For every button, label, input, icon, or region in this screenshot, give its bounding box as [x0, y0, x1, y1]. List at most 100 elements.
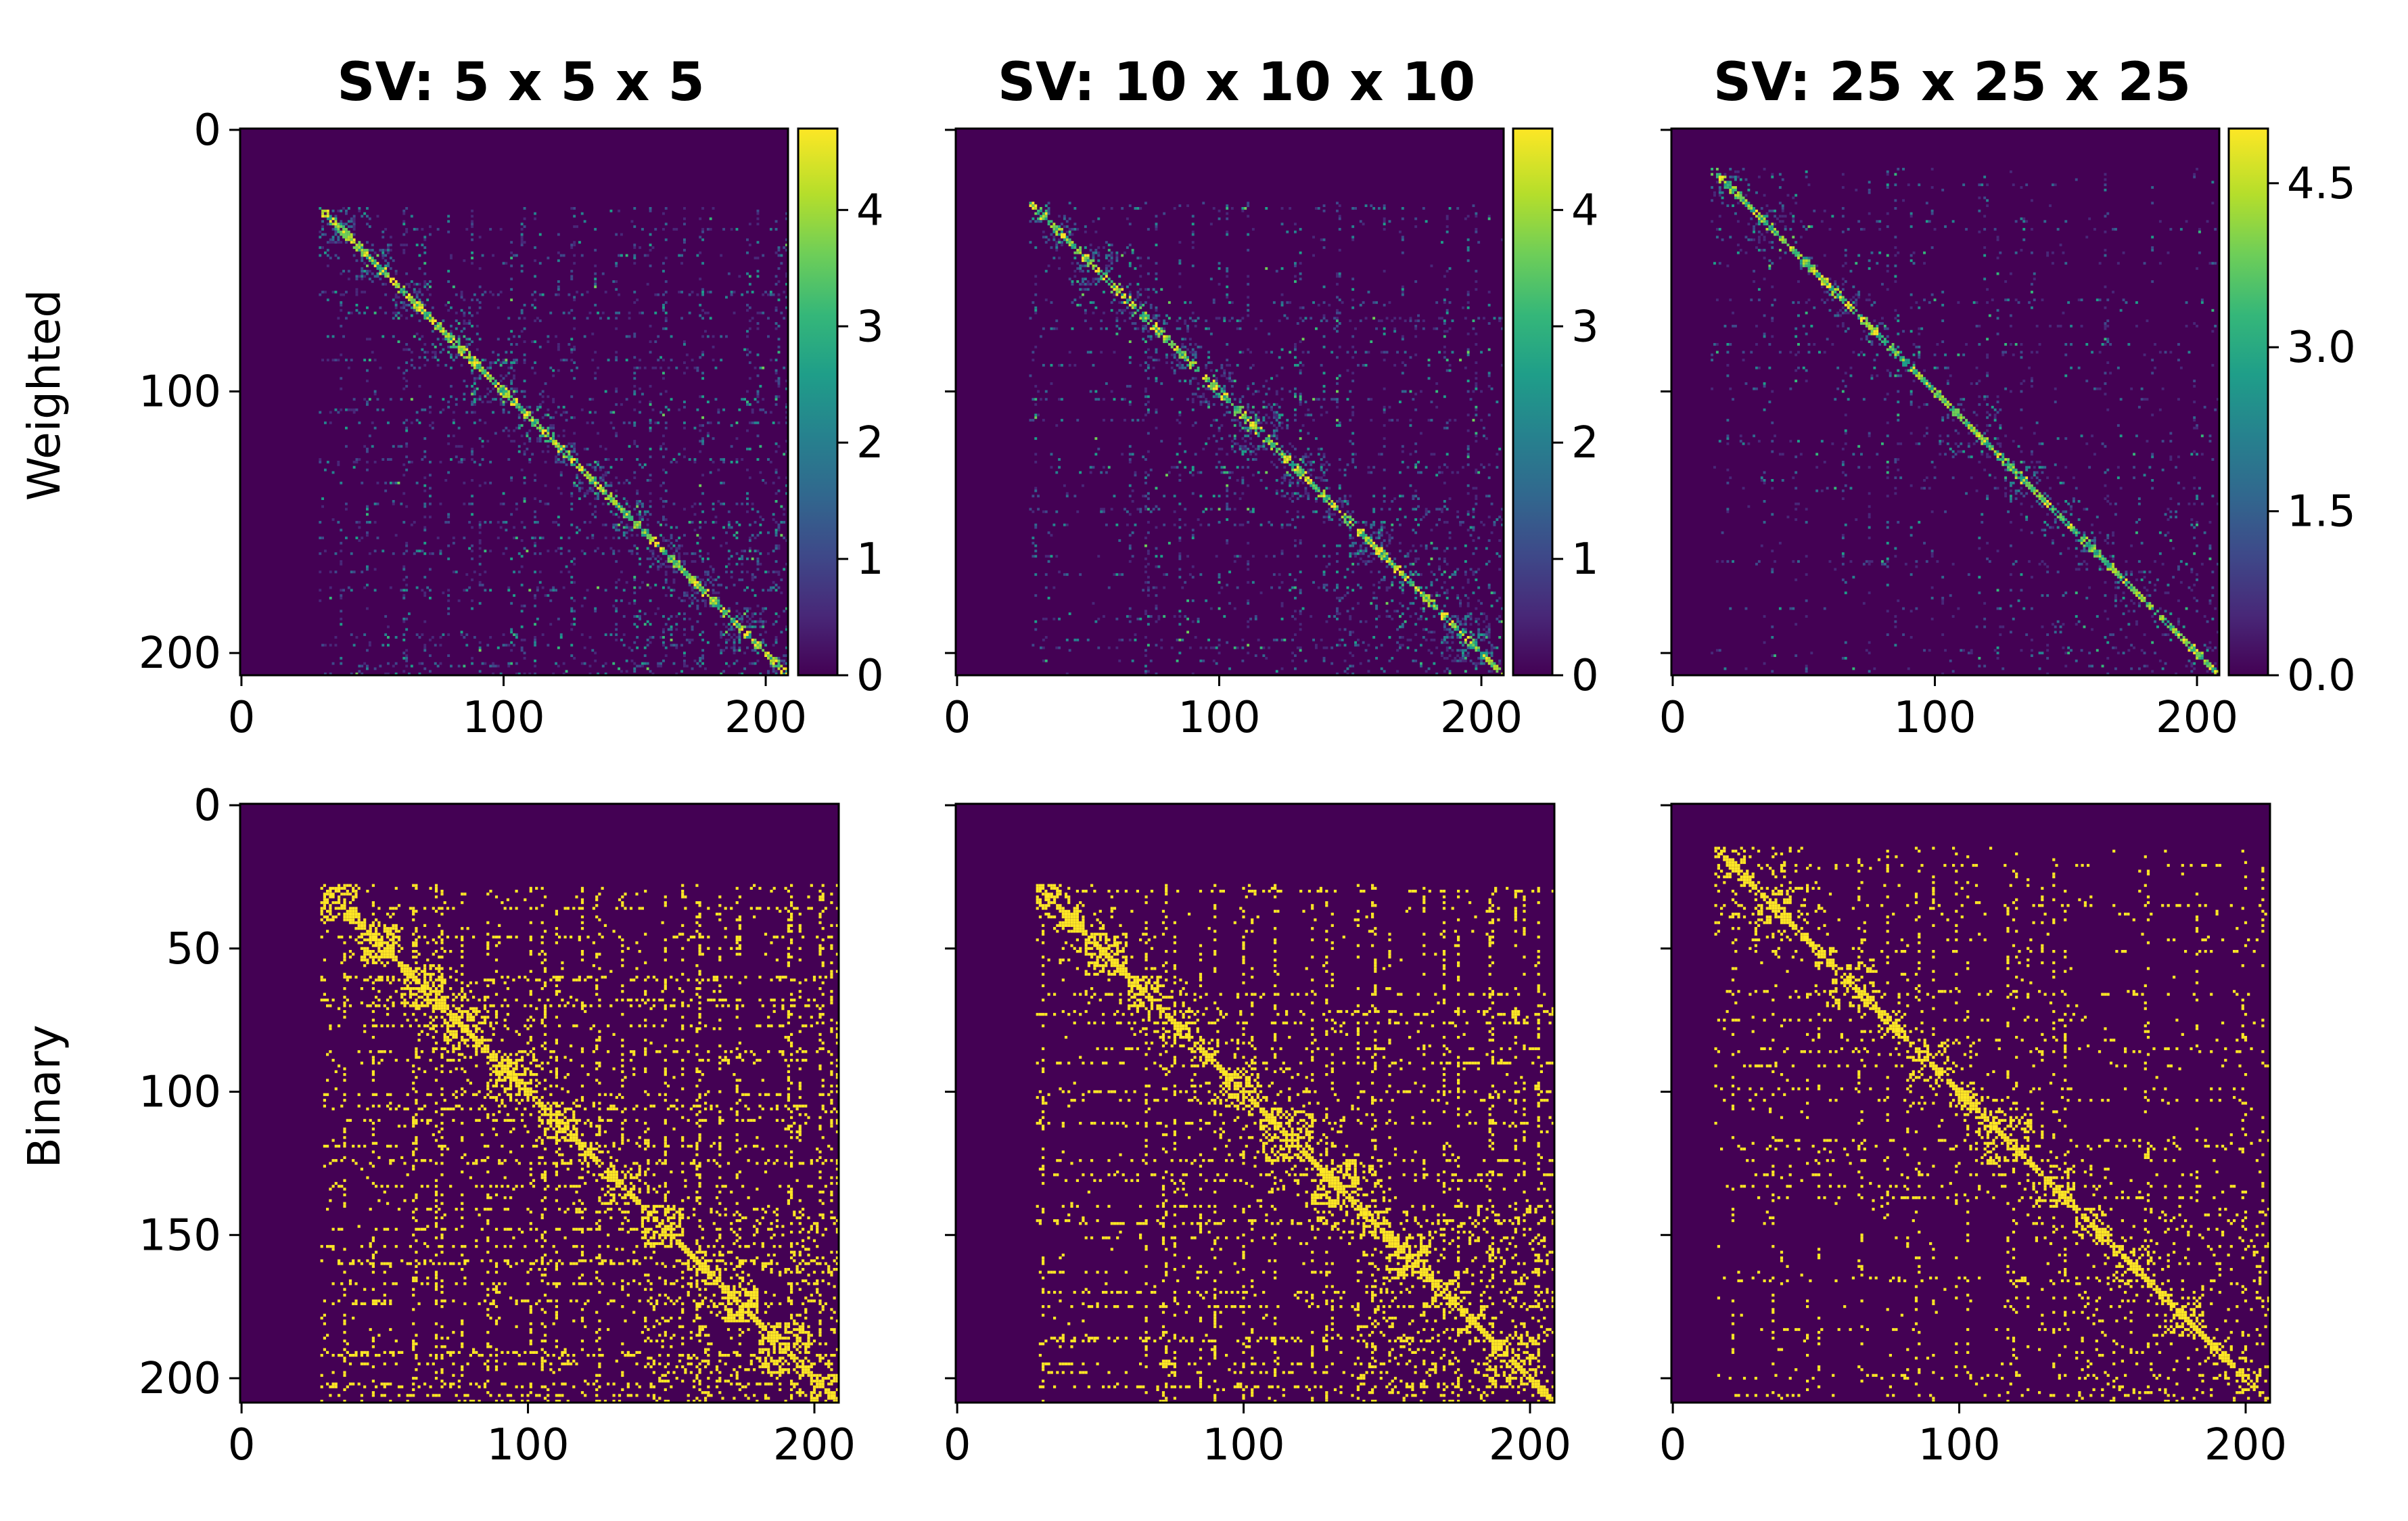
heatmap-cell: [1097, 267, 1100, 270]
heatmap-cell: [636, 547, 639, 550]
heatmap-cell: [356, 244, 358, 246]
heatmap-cell: [419, 288, 421, 291]
heatmap-cell: [1176, 346, 1179, 348]
heatmap-cell: [757, 354, 760, 357]
heatmap-cell: [416, 228, 419, 231]
heatmap-cell: [628, 513, 631, 516]
heatmap-cell: [701, 231, 704, 233]
heatmap-cell: [400, 503, 402, 505]
heatmap-cell: [749, 275, 751, 278]
heatmap-cell: [400, 288, 402, 291]
heatmap-cell: [633, 526, 636, 529]
heatmap-cell: [402, 288, 405, 291]
heatmap-cell: [413, 283, 416, 286]
heatmap-cell: [670, 639, 673, 641]
heatmap-cell: [1189, 364, 1192, 367]
heatmap-cell: [733, 647, 736, 650]
heatmap-cell: [1213, 298, 1215, 301]
heatmap-cell: [510, 403, 513, 406]
heatmap-cell: [683, 249, 686, 252]
heatmap-cell: [1063, 484, 1066, 487]
heatmap-cell: [1108, 270, 1111, 273]
heatmap-cell: [363, 398, 366, 401]
heatmap-cell: [1226, 270, 1228, 273]
heatmap-cell: [468, 521, 471, 524]
heatmap-cell: [405, 665, 408, 668]
heatmap-cell: [1488, 291, 1491, 294]
heatmap-cell: [762, 641, 764, 644]
heatmap-cell: [749, 623, 751, 626]
heatmap-cell: [770, 359, 772, 361]
heatmap-cell: [528, 440, 531, 442]
heatmap-cell: [1171, 346, 1174, 348]
heatmap-cell: [659, 563, 662, 566]
heatmap-cell: [547, 427, 549, 430]
heatmap-cell: [751, 411, 754, 414]
heatmap-cell: [701, 510, 704, 513]
heatmap-cell: [471, 545, 473, 547]
heatmap-cell: [1178, 615, 1181, 618]
heatmap-cell: [500, 380, 503, 382]
heatmap-cell: [1299, 277, 1302, 280]
heatmap-cell: [722, 482, 725, 484]
heatmap-cell: [1061, 231, 1063, 233]
heatmap-cell: [673, 578, 676, 581]
heatmap-cell: [657, 560, 659, 563]
heatmap-cell: [1336, 317, 1339, 319]
heatmap-cell: [377, 409, 379, 411]
heatmap-cell: [633, 385, 636, 388]
heatmap-cell: [694, 458, 697, 461]
heatmap-cell: [615, 390, 618, 393]
heatmap-cell: [358, 246, 361, 249]
heatmap-cell: [1174, 524, 1176, 526]
heatmap-cell: [458, 348, 461, 351]
heatmap-cell: [405, 430, 408, 432]
heatmap-cell: [479, 531, 482, 534]
heatmap-cell: [594, 280, 597, 283]
heatmap-cell: [736, 228, 739, 231]
heatmap-cell: [539, 406, 542, 409]
heatmap-cell: [1153, 325, 1155, 327]
heatmap-cell: [1144, 340, 1147, 343]
heatmap-cell: [473, 390, 476, 393]
heatmap-cell: [408, 286, 411, 288]
colorbar-tick-label: 4: [856, 185, 884, 235]
heatmap-cell: [633, 393, 636, 396]
heatmap-cell: [1383, 333, 1386, 336]
heatmap-cell: [384, 283, 387, 286]
heatmap-cell: [578, 463, 581, 466]
heatmap-cell: [505, 359, 507, 361]
heatmap-cell: [379, 277, 381, 280]
heatmap-cell: [384, 270, 387, 273]
heatmap-cell: [1467, 354, 1470, 357]
heatmap-cell: [1195, 354, 1197, 357]
heatmap-cell: [1063, 217, 1066, 220]
heatmap-cell: [423, 356, 426, 359]
heatmap-cell: [379, 267, 381, 270]
heatmap-cell: [419, 267, 421, 270]
heatmap-cell: [518, 451, 521, 453]
heatmap-cell: [463, 636, 465, 639]
heatmap-cell: [783, 453, 785, 455]
heatmap-cell: [1365, 317, 1368, 319]
heatmap-cell: [754, 576, 757, 578]
heatmap-cell: [649, 670, 652, 673]
heatmap-cell: [570, 416, 573, 419]
heatmap-cell: [1178, 356, 1181, 359]
heatmap-cell: [1171, 354, 1174, 357]
heatmap-cell: [644, 654, 647, 657]
heatmap-cell: [374, 393, 377, 396]
heatmap-cell: [503, 390, 505, 393]
heatmap-cell: [597, 461, 599, 463]
heatmap-cell: [746, 430, 749, 432]
heatmap-cell: [453, 338, 455, 340]
heatmap-cell: [1147, 589, 1150, 591]
heatmap-cell: [450, 356, 453, 359]
heatmap-cell: [521, 521, 524, 524]
heatmap-cell: [528, 458, 531, 461]
heatmap-cell: [421, 549, 423, 552]
heatmap-cell: [597, 495, 599, 497]
heatmap-cell: [589, 474, 592, 476]
heatmap-cell: [780, 670, 783, 673]
heatmap-cell: [594, 469, 597, 472]
